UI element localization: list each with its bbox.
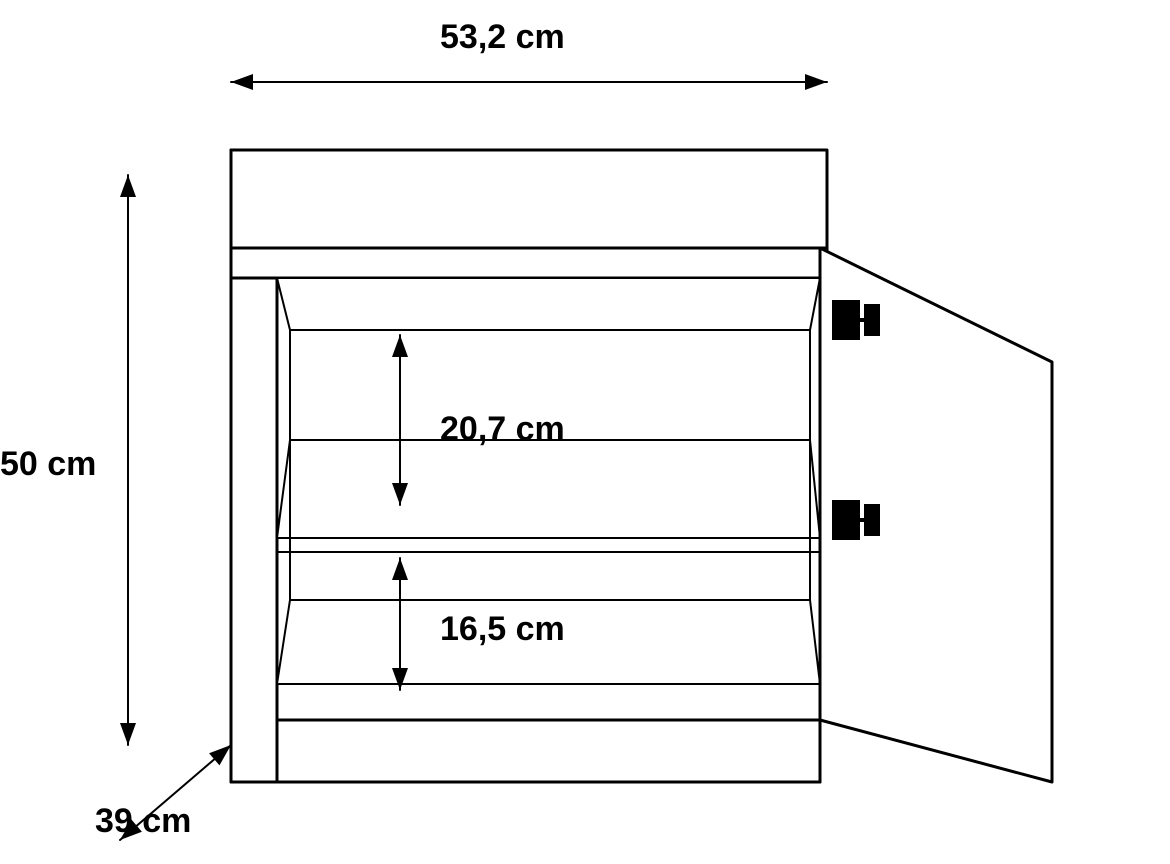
arrowhead-icon (120, 175, 136, 197)
shelf-top (277, 440, 820, 538)
arrowhead-icon (120, 723, 136, 745)
arrowhead-icon (805, 74, 827, 90)
lower-shelf-dimension-label: 16,5 cm (440, 610, 565, 648)
arrowhead-icon (392, 558, 408, 580)
hinge-icon (832, 500, 880, 540)
cabinet-top (231, 150, 827, 248)
height-dimension-label: 50 cm (0, 445, 96, 483)
cabinet-plinth (277, 720, 820, 782)
furniture-dimension-diagram: 53,2 cm 50 cm 39 cm 20,7 cm 16,5 cm (0, 0, 1170, 864)
cabinet-interior-upper (277, 278, 820, 330)
arrowhead-icon (231, 74, 253, 90)
hinge-icon (832, 300, 880, 340)
width-dimension-label: 53,2 cm (440, 18, 565, 56)
arrowhead-icon (209, 745, 231, 765)
upper-shelf-dimension-label: 20,7 cm (440, 410, 565, 448)
cabinet-left-front-edge (231, 278, 277, 782)
arrowhead-icon (392, 335, 408, 357)
depth-dimension-label: 39 cm (95, 802, 191, 840)
